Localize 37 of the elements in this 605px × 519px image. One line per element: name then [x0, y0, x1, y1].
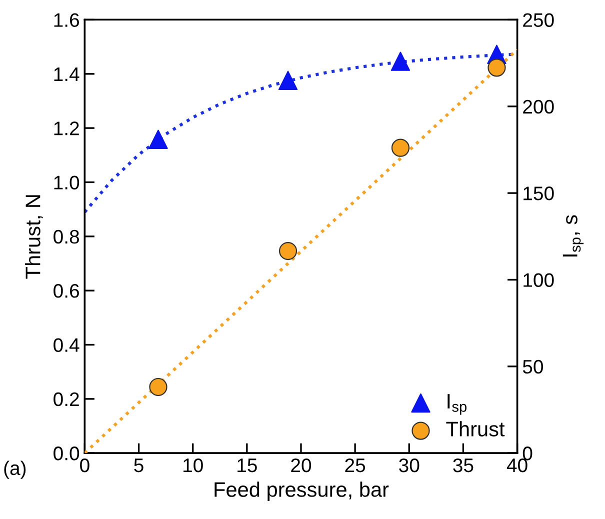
point: [390, 52, 410, 71]
y-tick-label: 0.4: [54, 338, 80, 352]
point: [488, 58, 506, 77]
y2-tick-label: 200: [523, 100, 554, 114]
text: (a): [4, 460, 26, 479]
y-axis-title: Thrust, N: [25, 195, 43, 279]
x-tick-label: 10: [184, 458, 203, 472]
x-tick-label: 35: [453, 458, 474, 472]
point: [391, 138, 410, 157]
y-tick-label: 1.0: [54, 176, 80, 190]
y2-tick-label: 100: [524, 273, 554, 287]
y-tick-label: 1.6: [54, 13, 79, 27]
x-tick-label: 40: [506, 458, 528, 472]
point: [148, 130, 168, 149]
x-tick-label: 25: [345, 458, 366, 472]
y2-tick-label: 150: [524, 186, 554, 200]
legend-label: Thrust: [446, 421, 505, 436]
x-axis-title: Feed pressure, bar: [214, 482, 389, 502]
y2-tick-label: 0: [522, 446, 532, 460]
y-tick-label: 1.4: [54, 68, 80, 81]
x-tick-label: 30: [399, 458, 420, 472]
x-tick-label: 0: [80, 458, 90, 472]
y-tick-label: 0.0: [54, 446, 80, 460]
legend-label: I$_{sp}$: [448, 394, 467, 415]
point: [278, 242, 298, 260]
y-tick-label: 0.6: [54, 284, 79, 298]
point: [278, 70, 298, 90]
x-tick-label: 20: [291, 458, 312, 472]
y2-tick-label: 50: [522, 360, 544, 374]
x-tick-label: 5: [134, 458, 144, 472]
y-tick-label: 1.2: [54, 122, 79, 136]
y-tick-label: 0.8: [54, 230, 79, 244]
y-tick-label: 0.2: [54, 392, 79, 406]
y2-tick-label: 250: [523, 13, 554, 27]
point: [149, 378, 168, 396]
y2-axis-title: I$_{sp}$, s: [562, 215, 584, 256]
x-tick-label: 15: [238, 458, 257, 472]
